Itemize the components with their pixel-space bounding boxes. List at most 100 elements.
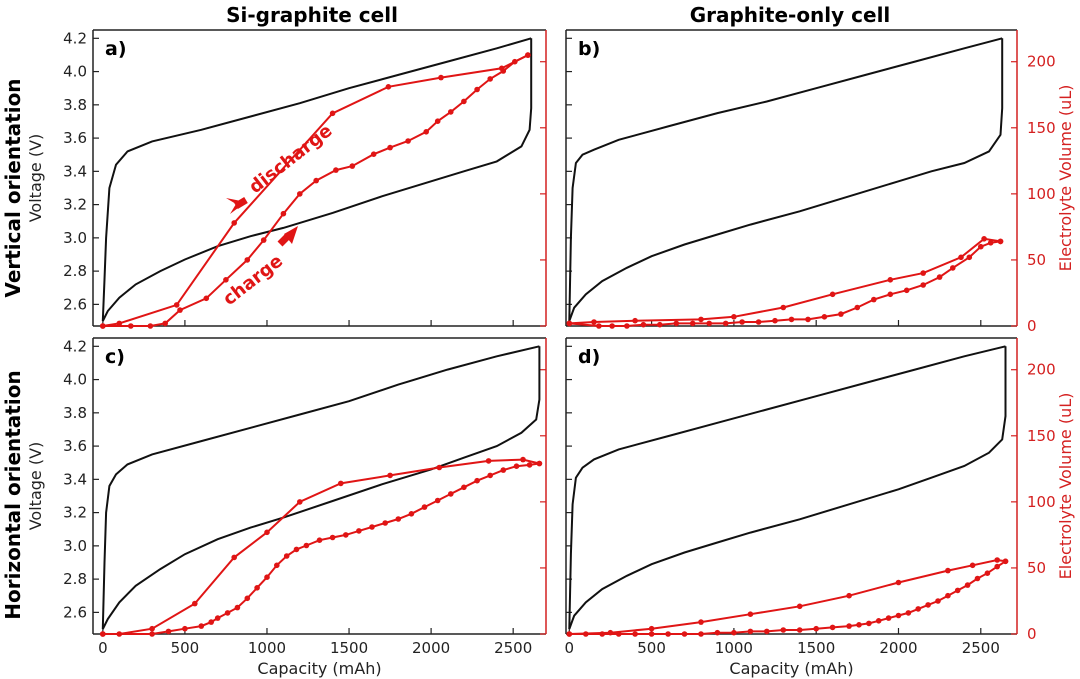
- electrolyte-charge-point: [421, 504, 428, 510]
- row-title-horizontal: Horizontal orientation: [1, 370, 25, 619]
- charge-arrow: [284, 226, 298, 244]
- electrolyte-discharge-point: [525, 52, 531, 58]
- electrolyte-charge-point: [964, 582, 971, 588]
- electrolyte-discharge-point: [981, 236, 987, 242]
- electrolyte-charge-point: [772, 317, 778, 324]
- electrolyte-discharge-point: [264, 529, 270, 536]
- electrolyte-discharge-point: [887, 277, 894, 283]
- electrolyte-discharge-point: [796, 603, 803, 610]
- electrolyte-charge-point: [764, 628, 770, 635]
- electrolyte-charge-point: [165, 628, 172, 635]
- y-tick-label: 2.8: [63, 262, 87, 280]
- electrolyte-charge-point: [461, 484, 467, 491]
- y-tick-label: 3.8: [63, 96, 87, 114]
- electrolyte-discharge-point: [173, 302, 180, 308]
- electrolyte-charge-point: [722, 320, 729, 327]
- electrolyte-charge-point: [461, 98, 467, 105]
- y-tick-label: 3.2: [63, 196, 87, 214]
- y2-tick-label: 100: [1027, 185, 1056, 203]
- electrolyte-charge-point: [856, 622, 862, 628]
- x-tick-label: 1000: [248, 639, 286, 657]
- electrolyte-charge-point: [349, 163, 356, 169]
- electrolyte-discharge-point: [994, 557, 1000, 563]
- electrolyte-charge-point: [640, 321, 647, 328]
- electrolyte-charge-point: [274, 562, 280, 569]
- electrolyte-charge-point: [434, 497, 441, 504]
- electrolyte-charge-point: [293, 546, 300, 553]
- electrolyte-discharge-point: [632, 317, 638, 324]
- electrolyte-charge-point: [177, 307, 183, 313]
- electrolyte-charge-point: [244, 595, 251, 602]
- x-tick-label: 0: [565, 639, 575, 657]
- y2-tick-label: 100: [1027, 493, 1056, 511]
- electrolyte-discharge-line: [569, 558, 1006, 635]
- electrolyte-charge-point: [513, 463, 520, 470]
- panel-label: c): [105, 346, 125, 368]
- voltage-discharge-line: [101, 345, 540, 630]
- electrolyte-charge-point: [887, 291, 894, 298]
- electrolyte-charge-point: [474, 477, 480, 484]
- electrolyte-discharge-point: [485, 458, 492, 464]
- electrolyte-discharge-point: [231, 220, 237, 226]
- voltage-charge-line: [101, 38, 533, 322]
- y-tick-label: 2.6: [63, 295, 87, 313]
- y2-axis-label: Electrolyte Volume (uL): [1056, 393, 1075, 580]
- x-tick-label: 2500: [962, 639, 1000, 657]
- panel-label: b): [578, 38, 600, 60]
- electrolyte-charge-point: [885, 615, 892, 621]
- electrolyte-charge-point: [487, 76, 494, 82]
- x-tick-label: 500: [637, 639, 666, 657]
- column-title-graphite-only: Graphite-only cell: [690, 3, 891, 27]
- electrolyte-charge-point: [780, 627, 787, 633]
- electrolyte-charge-point: [280, 210, 287, 217]
- electrolyte-charge-point: [260, 237, 267, 243]
- electrolyte-charge-point: [474, 86, 480, 93]
- electrolyte-charge-point: [673, 320, 680, 327]
- voltage-discharge-line: [568, 37, 1003, 322]
- electrolyte-charge-point: [448, 109, 454, 115]
- electrolyte-charge-point: [369, 524, 375, 530]
- y2-tick-label: 200: [1027, 53, 1056, 71]
- voltage-charge-line: [568, 38, 1004, 322]
- electrolyte-charge-point: [936, 274, 943, 280]
- y-tick-label: 4.0: [63, 371, 87, 389]
- electrolyte-discharge-point: [958, 254, 964, 261]
- y2-tick-label: 200: [1027, 361, 1056, 379]
- y-tick-label: 3.0: [63, 229, 87, 247]
- electrolyte-charge-line: [569, 240, 1001, 327]
- y-axis-label: Voltage (V): [26, 134, 45, 223]
- electrolyte-charge-point: [994, 563, 1000, 570]
- electrolyte-charge-point: [915, 606, 921, 612]
- electrolyte-charge-point: [838, 311, 844, 317]
- y2-tick-label: 150: [1027, 427, 1056, 445]
- x-axis-label: Capacity (mAh): [257, 659, 381, 678]
- electrolyte-charge-point: [681, 631, 688, 637]
- y2-tick-label: 50: [1027, 251, 1046, 269]
- electrolyte-discharge-point: [100, 323, 106, 329]
- electrolyte-charge-point: [624, 323, 630, 329]
- electrolyte-charge-point: [648, 631, 655, 637]
- electrolyte-charge-point: [333, 167, 339, 173]
- y-tick-label: 3.0: [63, 537, 87, 555]
- electrolyte-charge-line: [102, 462, 540, 635]
- electrolyte-discharge-point: [192, 600, 198, 607]
- y-tick-label: 3.6: [63, 129, 87, 147]
- y2-tick-label: 150: [1027, 119, 1056, 137]
- electrolyte-discharge-point: [100, 631, 106, 637]
- electrolyte-discharge-line: [102, 54, 529, 327]
- charge-label: charge: [219, 251, 287, 310]
- electrolyte-charge-point: [731, 629, 737, 636]
- electrolyte-charge-point: [829, 624, 836, 631]
- electrolyte-charge-point: [978, 243, 984, 250]
- electrolyte-charge-point: [313, 177, 320, 184]
- electrolyte-discharge-point: [607, 629, 614, 636]
- electrolyte-charge-point: [846, 623, 852, 629]
- panel-label: a): [105, 38, 127, 60]
- electrolyte-charge-point: [147, 323, 154, 329]
- electrolyte-charge-point: [950, 265, 956, 271]
- electrolyte-discharge-point: [829, 291, 836, 298]
- electrolyte-charge-point: [316, 537, 323, 543]
- electrolyte-charge-point: [954, 587, 961, 594]
- electrolyte-charge-point: [370, 151, 377, 157]
